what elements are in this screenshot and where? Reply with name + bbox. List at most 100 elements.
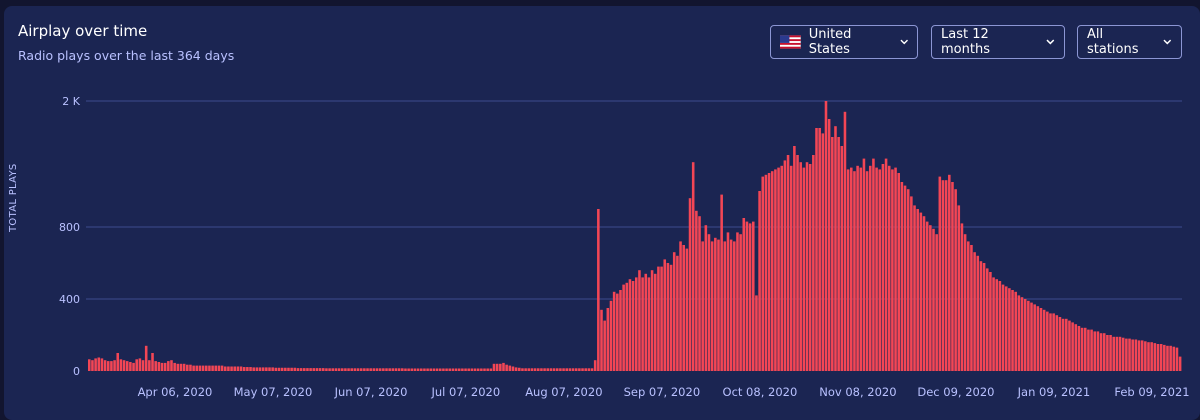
bar <box>88 359 91 371</box>
bar <box>309 368 312 371</box>
bar <box>372 368 376 371</box>
bar <box>182 363 186 371</box>
bar <box>606 308 610 371</box>
bar <box>540 368 543 371</box>
bar <box>492 363 496 371</box>
bar <box>688 198 692 371</box>
bar <box>356 368 360 371</box>
x-tick-label: Jan 09, 2021 <box>1017 385 1091 399</box>
bar <box>1109 335 1112 371</box>
bar <box>499 363 502 371</box>
bar <box>106 361 110 371</box>
bar <box>818 128 821 371</box>
bar <box>186 364 189 371</box>
bar <box>170 360 173 371</box>
bar <box>663 259 667 371</box>
stations-dropdown[interactable]: All stations <box>1077 25 1182 59</box>
bar <box>695 210 698 371</box>
bar <box>985 268 989 371</box>
bar <box>261 367 265 371</box>
bar <box>1049 313 1052 371</box>
chart-title: Airplay over time <box>18 22 148 40</box>
bar <box>1065 318 1068 371</box>
x-tick-label: Feb 09, 2021 <box>1114 385 1189 399</box>
bar <box>1058 317 1062 371</box>
bar <box>198 365 202 371</box>
bar <box>783 160 787 371</box>
bar <box>666 263 670 371</box>
bar <box>416 368 420 371</box>
bar <box>167 361 170 371</box>
bar <box>963 234 967 371</box>
bar <box>929 225 932 371</box>
bar <box>502 362 505 371</box>
bar <box>277 367 281 371</box>
bar <box>315 368 319 371</box>
bar <box>989 272 992 371</box>
bar <box>868 165 872 371</box>
bar <box>657 266 660 371</box>
bar <box>954 189 957 371</box>
bar <box>1175 347 1179 371</box>
bar <box>255 367 259 371</box>
bar <box>413 368 417 371</box>
bar <box>265 367 268 371</box>
bar <box>669 264 673 371</box>
bar <box>641 277 644 371</box>
bar <box>227 366 230 371</box>
bar <box>1125 338 1128 371</box>
bar <box>1115 336 1119 371</box>
bar <box>935 234 938 371</box>
bar <box>239 366 243 371</box>
bar <box>799 162 802 371</box>
bar <box>306 368 309 371</box>
bar <box>824 101 828 371</box>
bar <box>726 232 730 371</box>
bar <box>856 165 859 371</box>
bar <box>375 368 379 371</box>
bar <box>691 162 695 371</box>
bar <box>1147 342 1150 371</box>
bar <box>751 221 755 371</box>
bar <box>992 277 995 371</box>
bar <box>875 167 878 371</box>
bar <box>698 216 701 371</box>
bar <box>189 364 192 371</box>
bar <box>110 361 113 371</box>
bar <box>1106 335 1109 371</box>
bar <box>1137 340 1141 371</box>
bar <box>350 368 353 371</box>
bar <box>268 367 271 371</box>
bar <box>1074 324 1078 371</box>
bar <box>407 368 410 371</box>
bar <box>116 353 120 371</box>
bar <box>369 368 372 371</box>
bar <box>745 221 749 371</box>
bar <box>94 358 97 371</box>
bar <box>331 368 335 371</box>
bar <box>290 367 293 371</box>
bar <box>334 368 338 371</box>
period-dropdown[interactable]: Last 12 months <box>931 25 1065 59</box>
bar <box>154 361 157 371</box>
bar <box>508 365 512 371</box>
bar <box>600 309 603 371</box>
bar <box>299 368 303 371</box>
country-dropdown[interactable]: United States <box>770 25 918 59</box>
bar <box>157 362 161 371</box>
bar <box>429 368 433 371</box>
bar <box>208 365 211 371</box>
bar <box>593 360 597 371</box>
bar <box>252 367 255 371</box>
bar <box>672 252 676 371</box>
country-dropdown-label: United States <box>808 27 852 57</box>
bar <box>805 162 809 371</box>
bar <box>846 169 850 371</box>
bar <box>603 320 606 371</box>
bar <box>555 368 559 371</box>
bar <box>546 368 550 371</box>
bar <box>764 174 768 371</box>
bar <box>423 368 426 371</box>
bar <box>635 277 638 371</box>
bar <box>584 368 587 371</box>
